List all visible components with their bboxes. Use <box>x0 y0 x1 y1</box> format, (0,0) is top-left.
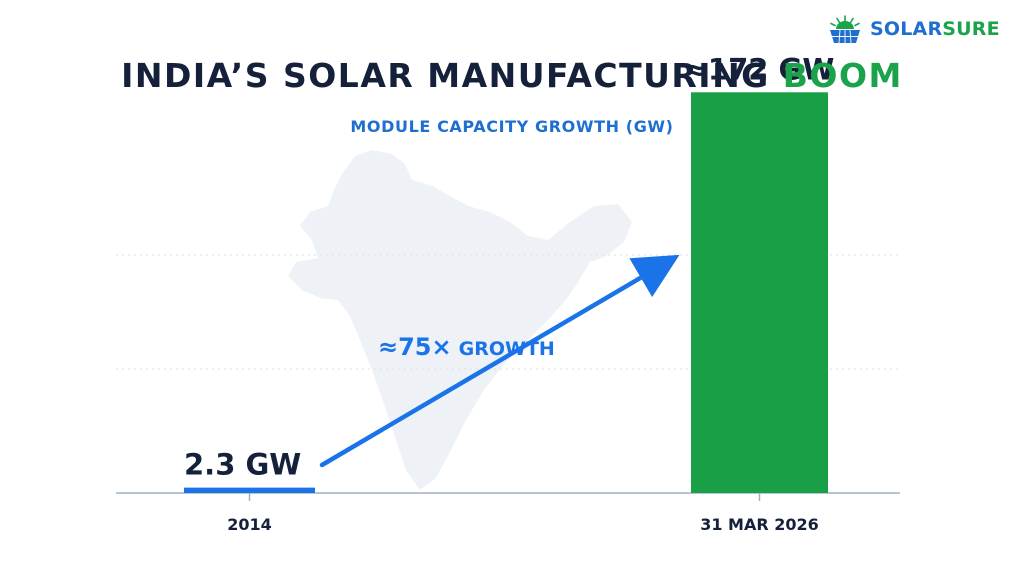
chart-subtitle: MODULE CAPACITY GROWTH (GW) <box>350 117 674 136</box>
title-main: INDIA’S SOLAR MANUFACTURING <box>121 56 770 95</box>
brand-name-part1: SOLAR <box>870 18 943 40</box>
growth-word: GROWTH <box>459 338 555 360</box>
bar-1 <box>691 92 828 493</box>
value-label-1: ≈172 GW <box>684 52 835 86</box>
page-title: INDIA’S SOLAR MANUFACTURING BOOM <box>0 56 1024 95</box>
growth-arrow <box>319 254 680 468</box>
growth-annotation: ≈75× GROWTH <box>378 333 555 361</box>
bars: 2.3 GW ≈172 GW <box>184 52 834 493</box>
x-axis-ticks: 2014 31 MAR 2026 <box>227 493 819 534</box>
brand-name: SOLARSURE <box>870 18 1000 40</box>
brand-name-part2: SURE <box>942 18 1000 40</box>
solar-panel-sunrise-icon <box>830 15 860 44</box>
x-tick-label-0: 2014 <box>227 515 272 534</box>
value-label-0: 2.3 GW <box>184 448 301 482</box>
growth-multiplier: ≈75× <box>378 333 452 361</box>
brand-logo: SOLARSURE <box>826 12 1000 46</box>
bar-0 <box>184 487 315 493</box>
title-accent: BOOM <box>782 56 903 95</box>
india-map-icon <box>288 150 632 490</box>
gridlines <box>116 254 900 370</box>
x-tick-label-1: 31 MAR 2026 <box>700 515 819 534</box>
